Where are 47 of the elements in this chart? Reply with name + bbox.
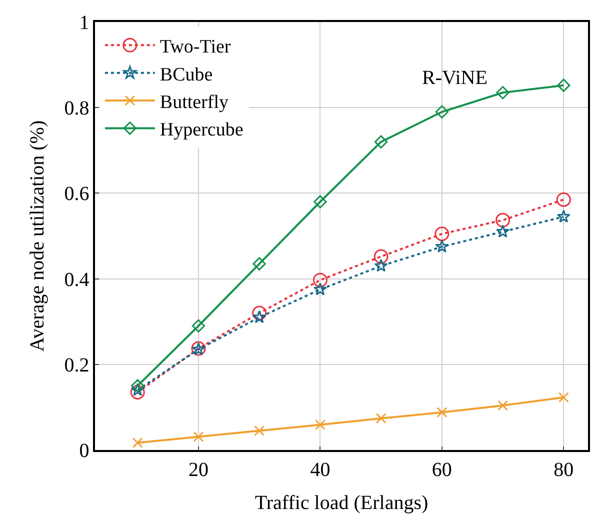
y-axis-title: Average node utilization (%) — [26, 120, 48, 352]
legend-label: BCube — [160, 64, 213, 86]
point — [496, 86, 510, 100]
point — [498, 400, 508, 411]
x-tick-label: 80 — [554, 458, 574, 481]
point — [374, 135, 388, 148]
y-tick-label: 0.6 — [64, 183, 90, 206]
legend-label: Two-Tier — [160, 36, 232, 58]
point — [313, 282, 327, 296]
point — [130, 383, 144, 396]
point — [192, 319, 206, 332]
x-axis-title: Traffic load (Erlangs) — [254, 492, 428, 514]
point — [252, 257, 266, 270]
point — [556, 210, 570, 223]
point — [496, 212, 510, 228]
x-tick-label: 60 — [432, 458, 452, 481]
point — [130, 384, 145, 400]
x-tick-label: 20 — [188, 458, 208, 481]
point — [435, 240, 449, 253]
y-tick-label: 0.8 — [64, 98, 90, 120]
legend-label: Butterfly — [160, 92, 230, 113]
point — [374, 249, 388, 264]
point — [193, 431, 204, 442]
point — [376, 413, 386, 424]
y-tick-label: 0.4 — [64, 268, 90, 291]
point — [252, 310, 266, 324]
y-tick-label: 0 — [79, 440, 90, 462]
point — [312, 272, 328, 288]
point — [558, 392, 569, 403]
y-tick-label: 1 — [79, 12, 90, 34]
y-tick-label: 0.2 — [64, 354, 90, 376]
point — [254, 425, 265, 436]
annotation: R-ViNE — [422, 67, 488, 89]
point — [131, 379, 144, 392]
point — [132, 437, 143, 448]
point — [557, 78, 570, 92]
point — [556, 192, 571, 207]
point — [314, 420, 326, 430]
point — [374, 258, 388, 272]
point — [314, 195, 327, 208]
x-tick-label: 40 — [310, 458, 330, 481]
point — [434, 226, 450, 242]
point — [435, 105, 449, 118]
point — [252, 306, 267, 320]
point — [496, 224, 510, 238]
legend-label: Hypercube — [160, 120, 244, 141]
point — [436, 407, 448, 418]
